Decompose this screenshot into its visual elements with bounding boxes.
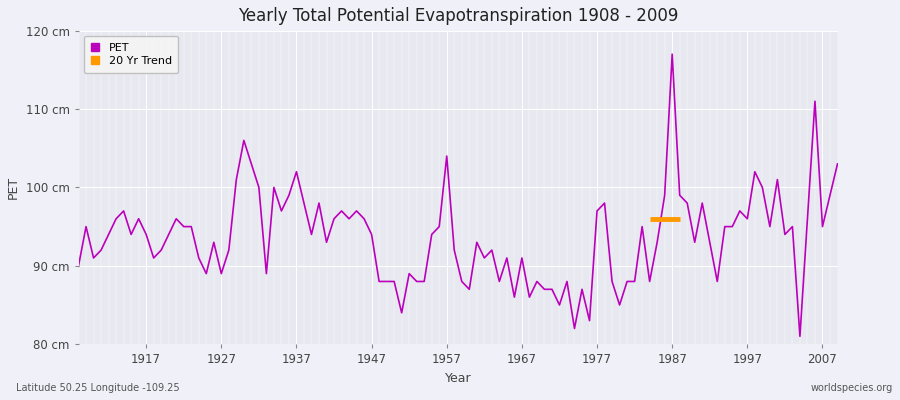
- X-axis label: Year: Year: [445, 372, 472, 385]
- Text: Latitude 50.25 Longitude -109.25: Latitude 50.25 Longitude -109.25: [16, 383, 180, 393]
- Y-axis label: PET: PET: [7, 176, 20, 199]
- Legend: PET, 20 Yr Trend: PET, 20 Yr Trend: [84, 36, 178, 73]
- Text: worldspecies.org: worldspecies.org: [811, 383, 893, 393]
- Title: Yearly Total Potential Evapotranspiration 1908 - 2009: Yearly Total Potential Evapotranspiratio…: [238, 7, 679, 25]
